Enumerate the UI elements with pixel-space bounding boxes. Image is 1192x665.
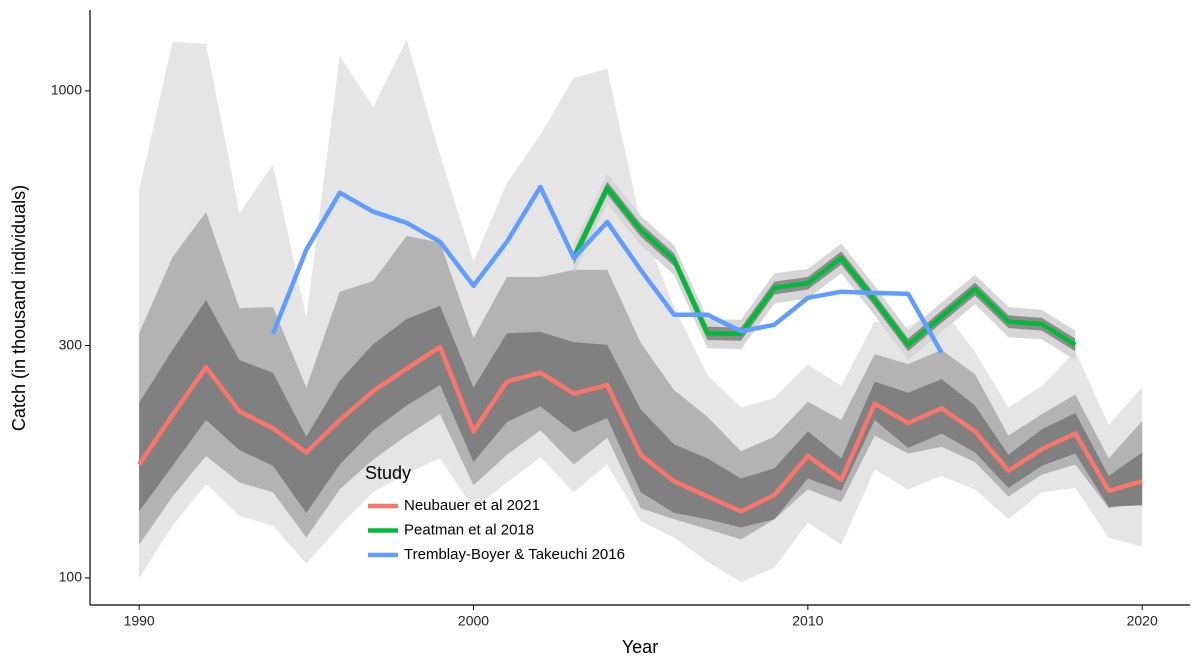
y-tick-label: 300 bbox=[59, 336, 83, 352]
y-tick-label: 1000 bbox=[51, 82, 82, 98]
plot-area bbox=[137, 39, 1143, 583]
line bbox=[137, 344, 1143, 514]
y-axis-title: Catch (in thousand individuals) bbox=[9, 185, 29, 431]
legend-label: Peatman et al 2018 bbox=[404, 521, 534, 538]
y-tick-label: 100 bbox=[59, 569, 83, 585]
x-axis-title: Year bbox=[622, 637, 658, 657]
ribbon bbox=[139, 300, 1143, 528]
legend-label: Tremblay-Boyer & Takeuchi 2016 bbox=[404, 546, 625, 563]
x-tick-label: 1990 bbox=[124, 613, 155, 629]
x-tick-label: 2000 bbox=[458, 613, 489, 629]
line bbox=[270, 184, 944, 354]
legend-label: Neubauer et al 2021 bbox=[404, 497, 540, 514]
ribbon bbox=[139, 212, 1143, 545]
x-tick-label: 2020 bbox=[1127, 613, 1158, 629]
line bbox=[571, 185, 1077, 348]
legend-title: Study bbox=[365, 463, 411, 483]
x-tick-label: 2010 bbox=[792, 613, 823, 629]
